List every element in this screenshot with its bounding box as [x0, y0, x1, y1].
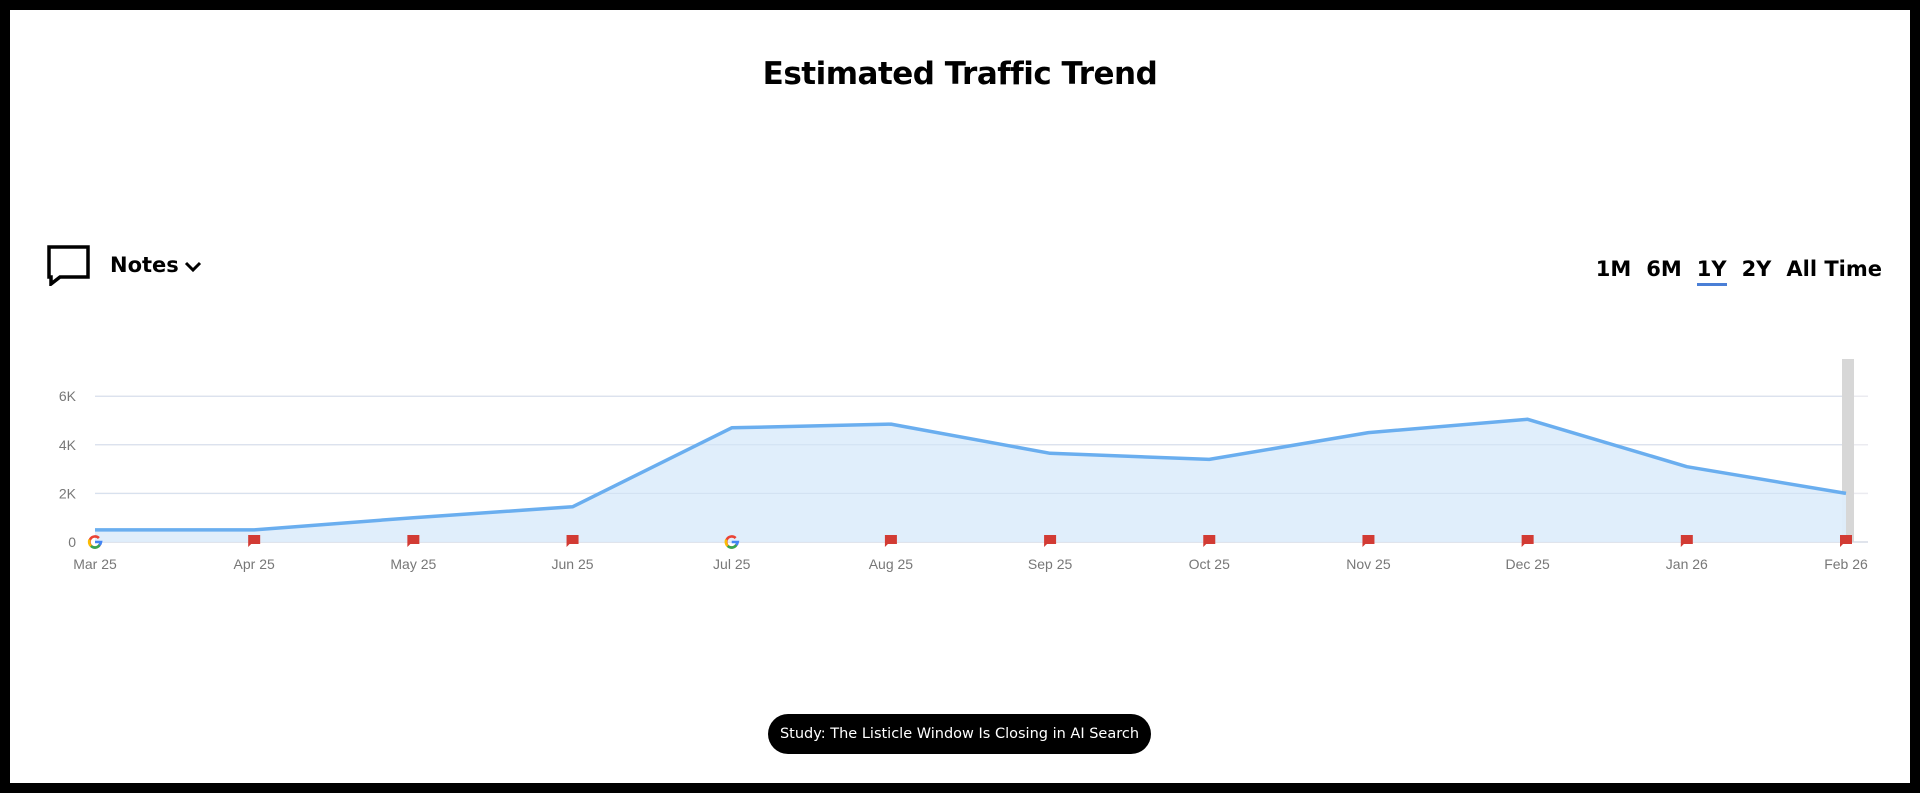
google-update-icon[interactable]	[87, 535, 103, 549]
x-tick-label: Sep 25	[1028, 556, 1073, 572]
note-flag-icon[interactable]	[884, 535, 897, 547]
note-flag-icon[interactable]	[566, 535, 579, 547]
notes-dropdown[interactable]: Notes	[46, 244, 202, 286]
x-tick-label: Feb 26	[1824, 556, 1868, 572]
study-banner-button[interactable]: Study: The Listicle Window Is Closing in…	[768, 714, 1151, 754]
note-flag-icon[interactable]	[407, 535, 420, 547]
tab-2y[interactable]: 2Y	[1741, 257, 1772, 281]
x-tick-label: Oct 25	[1189, 556, 1230, 572]
y-tick-label: 0	[68, 534, 76, 550]
x-tick-label: Jun 25	[552, 556, 594, 572]
x-tick-label: Aug 25	[869, 556, 914, 572]
x-tick-label: Apr 25	[234, 556, 275, 572]
x-tick-label: Jul 25	[713, 556, 751, 572]
x-tick-label: Dec 25	[1505, 556, 1550, 572]
area-fill	[95, 419, 1846, 542]
x-tick-label: Mar 25	[73, 556, 117, 572]
note-flag-icon[interactable]	[248, 535, 261, 547]
tab-6m[interactable]: 6M	[1646, 257, 1682, 281]
note-flag-icon[interactable]	[1044, 535, 1057, 547]
tab-all-time[interactable]: All Time	[1786, 257, 1882, 281]
chart-title: Estimated Traffic Trend	[762, 56, 1158, 92]
notes-label: Notes	[110, 253, 179, 277]
traffic-line	[95, 417, 1847, 532]
note-flag-icon[interactable]	[1362, 535, 1375, 547]
note-flag-icon[interactable]	[1680, 535, 1693, 547]
traffic-chart[interactable]: 0 2K 4K 6K Mar 25 Apr 25 May 25 Jun 25 Jul 25 Aug…	[0, 0, 1920, 600]
x-tick-label: May 25	[390, 556, 436, 572]
y-tick-label: 4K	[59, 437, 77, 453]
note-flag-icon[interactable]	[1840, 535, 1852, 547]
tab-1m[interactable]: 1M	[1595, 257, 1632, 281]
note-flag-icon[interactable]	[1521, 535, 1534, 547]
note-flag-icon[interactable]	[1203, 535, 1216, 547]
x-tick-label: Jan 26	[1666, 556, 1708, 572]
x-tick-label: Nov 25	[1346, 556, 1391, 572]
y-tick-label: 6K	[59, 388, 77, 404]
tab-1y[interactable]: 1Y	[1696, 257, 1727, 286]
chevron-down-icon	[184, 261, 201, 272]
speech-bubble-icon	[47, 245, 90, 286]
google-update-icon[interactable]	[724, 535, 740, 549]
y-tick-label: 2K	[59, 485, 77, 501]
time-range-tabs: 1M 6M 1Y 2Y All Time	[1596, 257, 1882, 286]
